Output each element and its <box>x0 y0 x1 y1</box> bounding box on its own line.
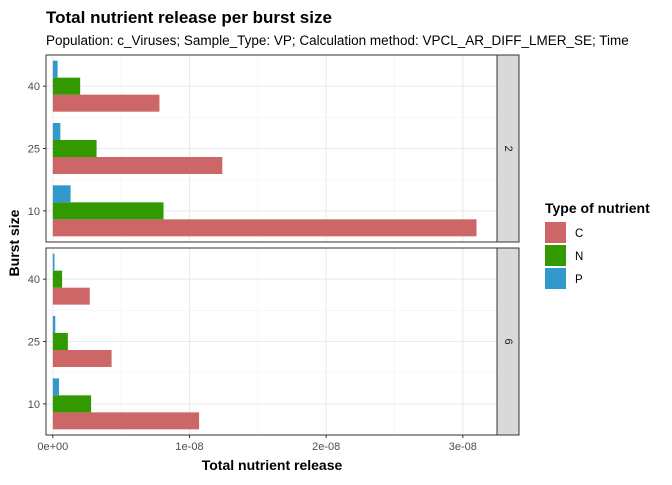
legend-title: Type of nutrient <box>545 200 650 216</box>
bar-P-40 <box>52 253 55 271</box>
bar-C-10 <box>52 219 477 237</box>
legend-label: N <box>575 251 583 263</box>
panels-layer: 10 25 40 2 10 25 40 6 <box>28 54 520 436</box>
bar-N-25 <box>52 333 68 350</box>
y-tick-label: 10 <box>28 399 40 411</box>
bar-P-10 <box>52 378 59 396</box>
y-tick-label: 25 <box>28 144 40 156</box>
y-tick-label: 10 <box>28 206 40 218</box>
y-tick-label: 40 <box>28 81 40 93</box>
legend-swatch <box>545 268 566 289</box>
x-axis: 0e+00 1e-08 2e-08 3e-08 <box>37 435 477 453</box>
y-tick-label: 40 <box>28 274 40 286</box>
bar-N-10 <box>52 395 92 413</box>
x-tick-label: 2e-08 <box>312 441 340 453</box>
bar-N-25 <box>52 140 97 157</box>
facet-strip-label: 6 <box>502 338 514 344</box>
bar-C-25 <box>52 157 223 174</box>
bar-C-25 <box>52 350 112 367</box>
legend-swatch <box>545 222 566 243</box>
legend-label: P <box>575 274 583 286</box>
chart-subtitle: Population: c_Viruses; Sample_Type: VP; … <box>46 33 629 48</box>
legend-item-N: N <box>545 245 583 266</box>
legend-item-P: P <box>545 268 583 289</box>
legend: Type of nutrient CNP <box>545 200 650 289</box>
bar-C-40 <box>52 94 160 112</box>
chart-title: Total nutrient release per burst size <box>46 8 332 27</box>
y-tick-label: 25 <box>28 337 40 349</box>
legend-item-C: C <box>545 222 583 243</box>
facet-strip <box>496 247 520 436</box>
facet-panel-2: 10 25 40 2 <box>28 54 520 243</box>
facet-strip-label: 2 <box>502 145 514 151</box>
x-tick-label: 0e+00 <box>37 441 68 453</box>
x-axis-title: Total nutrient release <box>202 457 343 473</box>
y-axis-title: Burst size <box>6 209 22 276</box>
bar-P-10 <box>52 185 71 203</box>
bar-N-40 <box>52 270 63 288</box>
bar-C-40 <box>52 287 90 305</box>
bar-P-25 <box>52 123 61 140</box>
x-tick-label: 3e-08 <box>449 441 477 453</box>
facet-strip <box>496 54 520 243</box>
bar-C-10 <box>52 412 200 430</box>
x-tick-label: 1e-08 <box>175 441 203 453</box>
legend-items: CNP <box>545 222 583 289</box>
facet-panel-6: 10 25 40 6 <box>28 247 520 436</box>
bar-P-40 <box>52 60 58 78</box>
bar-N-10 <box>52 202 164 220</box>
legend-swatch <box>545 245 566 266</box>
bar-N-40 <box>52 77 81 95</box>
bar-P-25 <box>52 316 56 333</box>
legend-label: C <box>575 228 583 240</box>
